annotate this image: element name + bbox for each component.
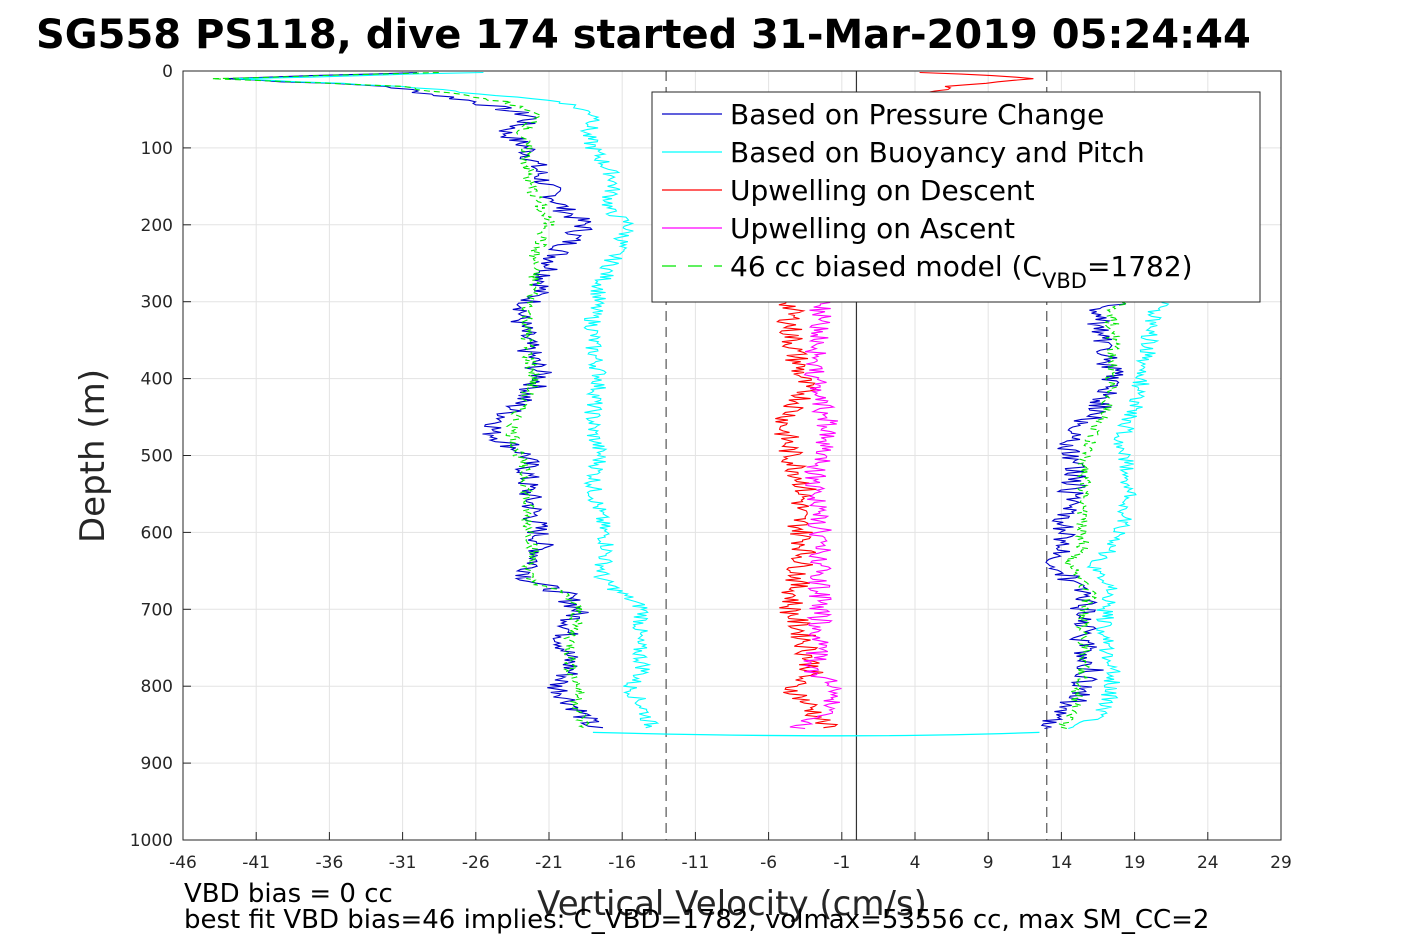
legend-label-3: Upwelling on Descent <box>730 174 1035 207</box>
y-tick-label: 1000 <box>130 831 173 851</box>
x-tick-label: 9 <box>983 853 994 873</box>
legend-box <box>651 91 1261 303</box>
y-tick-label: 600 <box>141 523 173 543</box>
series-2 <box>235 71 1170 730</box>
x-tick-label: -1 <box>833 853 850 873</box>
legend-label-1: Based on Pressure Change <box>730 98 1104 131</box>
chart-title: SG558 PS118, dive 174 started 31-Mar-201… <box>36 12 1251 58</box>
y-axis-label: Depth (m) <box>73 369 113 543</box>
x-axis-ticks: -46 -41 -36 -31 -26 -21 -16 -11 -6 -1 4 9 14 19 24 29 <box>169 832 1292 873</box>
x-tick-label: -21 <box>535 853 563 873</box>
series-4 <box>789 301 842 730</box>
x-tick-label: 24 <box>1197 853 1219 873</box>
x-tick-label: -11 <box>682 853 710 873</box>
series-5-descent-line <box>211 71 590 729</box>
y-tick-label: 900 <box>141 754 173 774</box>
x-tick-label: -46 <box>169 853 197 873</box>
y-tick-label: 500 <box>141 447 173 467</box>
y-tick-label: 0 <box>162 62 173 82</box>
best-fit-note: best fit VBD bias=46 implies: C_VBD=1782… <box>184 905 1209 935</box>
legend: Based on Pressure Change Based on Buoyanc… <box>651 91 1261 303</box>
x-tick-label: -31 <box>389 853 417 873</box>
series-2-ascent-line <box>1068 301 1170 730</box>
x-tick-label: 19 <box>1124 853 1146 873</box>
y-tick-label: 200 <box>141 216 173 236</box>
y-axis-ticks: 0 100 200 300 400 500 600 700 800 900 1000 <box>130 62 191 851</box>
series-1-descent-line <box>225 71 604 729</box>
y-tick-label: 400 <box>141 370 173 390</box>
legend-subscript: VBD <box>1042 269 1087 293</box>
legend-suffix: =1782) <box>1087 250 1193 283</box>
x-tick-label: -36 <box>316 853 344 873</box>
series-5 <box>211 71 1128 730</box>
x-tick-label: 29 <box>1270 853 1292 873</box>
x-tick-label: -41 <box>242 853 270 873</box>
series-4-ascent-line <box>789 301 842 730</box>
y-tick-label: 100 <box>141 139 173 159</box>
bottom-turn-line <box>592 731 1040 737</box>
y-tick-label: 300 <box>141 293 173 313</box>
series-1 <box>225 71 1127 730</box>
x-tick-label: -26 <box>462 853 490 873</box>
x-tick-label: -16 <box>608 853 636 873</box>
x-axis-label: Vertical Velocity (cm/s) <box>537 884 927 924</box>
series-2-descent-line <box>235 71 660 729</box>
vbd-bias-note: VBD bias = 0 cc <box>184 879 393 909</box>
x-tick-label: 4 <box>910 853 921 873</box>
y-tick-label: 700 <box>141 600 173 620</box>
legend-label-4: Upwelling on Ascent <box>730 212 1015 245</box>
series-5-ascent-line <box>1058 301 1128 730</box>
x-tick-label: 14 <box>1051 853 1073 873</box>
legend-label-2: Based on Buoyancy and Pitch <box>730 136 1145 169</box>
series-1-ascent-line <box>1040 302 1127 730</box>
y-tick-label: 800 <box>141 677 173 697</box>
x-tick-label: -6 <box>760 853 777 873</box>
